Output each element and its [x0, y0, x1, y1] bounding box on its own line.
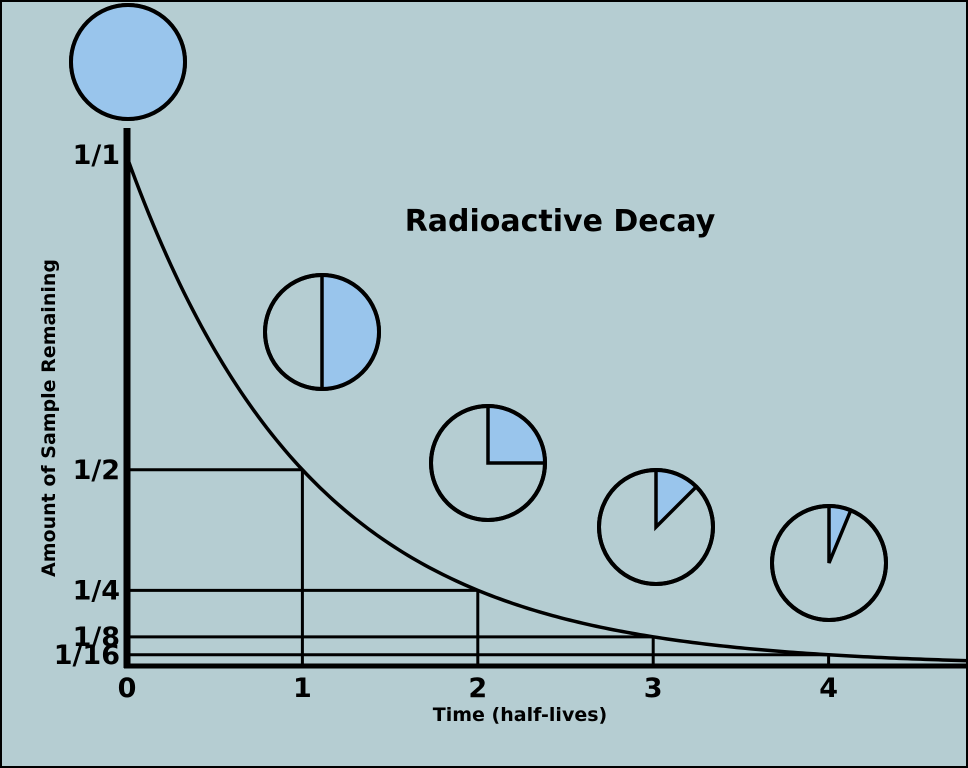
x-tick-label: 3 — [644, 673, 663, 704]
y-tick-label: 1/16 — [54, 640, 120, 671]
sample-pie — [263, 273, 381, 391]
sample-pies — [69, 3, 888, 622]
sample-pie — [429, 404, 547, 522]
decay-curve — [125, 156, 968, 663]
reference-lines — [127, 468, 831, 666]
sample-pie-border — [597, 468, 715, 586]
x-tick-label: 2 — [468, 673, 487, 704]
y-tick-labels: 1/1 1/2 1/4 1/81/16 — [54, 140, 120, 671]
x-tick-label: 0 — [118, 673, 137, 704]
x-tick-labels: 012345 — [118, 673, 838, 704]
sample-pie — [69, 3, 187, 121]
sample-pie-border — [263, 273, 381, 391]
y-tick-label: 1/2 — [73, 455, 120, 486]
sample-pie-border — [429, 404, 547, 522]
sample-pie — [770, 504, 888, 622]
y-tick-label: 1/1 — [73, 140, 120, 171]
x-axis-label: Time (half-lives) — [433, 704, 607, 726]
axes — [123, 128, 968, 669]
chart-title: Radioactive Decay — [405, 204, 716, 239]
sample-pie-remaining — [69, 3, 187, 121]
y-axis-label: Amount of Sample Remaining — [38, 259, 60, 577]
sample-pie-border — [770, 504, 888, 622]
x-tick-label: 4 — [819, 673, 838, 704]
x-tick-label: 1 — [293, 673, 312, 704]
y-tick-label: 1/4 — [73, 575, 120, 606]
sample-pie — [597, 468, 715, 586]
y-tick-label: 1/8 — [73, 622, 120, 653]
